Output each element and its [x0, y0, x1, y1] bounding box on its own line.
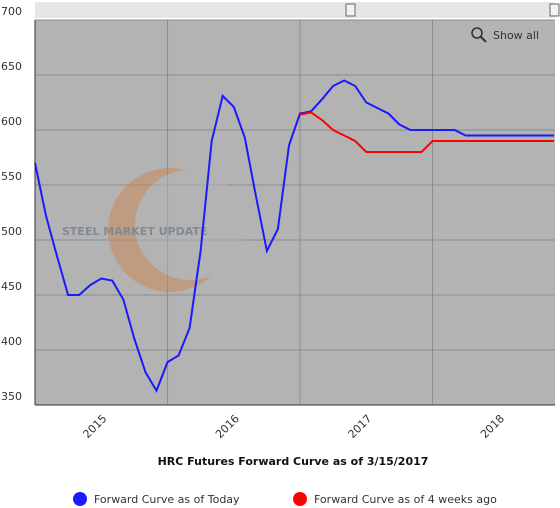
y-tick-label: 600 — [1, 115, 22, 128]
watermark: STEEL MARKET UPDATE — [62, 168, 245, 292]
legend-label: Forward Curve as of 4 weeks ago — [314, 493, 497, 506]
y-tick-label: 500 — [1, 225, 22, 238]
series-line — [299, 111, 554, 153]
y-tick-label: 350 — [1, 390, 22, 403]
watermark-logo — [135, 170, 245, 280]
scrollbar-track — [35, 2, 555, 18]
x-tick-label: 2016 — [213, 412, 242, 441]
y-tick-label: 400 — [1, 335, 22, 348]
zoom-icon — [471, 27, 483, 39]
legend-label: Forward Curve as of Today — [94, 493, 240, 506]
legend-marker — [293, 492, 307, 506]
legend: Forward Curve as of Today Forward Curve a… — [73, 492, 497, 506]
button-label[interactable]: Show all — [493, 29, 539, 42]
x-tick-label: 2017 — [346, 412, 375, 441]
x-tick-label: 2018 — [478, 412, 507, 441]
y-tick-label: 700 — [1, 5, 22, 18]
chart-title: HRC Futures Forward Curve as of 3/15/201… — [158, 455, 429, 468]
y-tick-label: 550 — [1, 170, 22, 183]
navigator-scrollbar[interactable] — [35, 2, 560, 18]
series-line — [34, 79, 554, 393]
scroll-handle[interactable] — [549, 3, 560, 17]
x-tick-label: 2015 — [81, 412, 110, 441]
legend-marker — [73, 492, 87, 506]
y-tick-label: 650 — [1, 60, 22, 73]
lines — [34, 79, 554, 393]
y-tick-label: 450 — [1, 280, 22, 293]
zoom-icon — [480, 36, 487, 43]
scroll-handle[interactable] — [345, 3, 356, 17]
watermark-text: STEEL MARKET UPDATE — [62, 225, 207, 238]
show-all-button[interactable]: Show all — [471, 27, 539, 43]
